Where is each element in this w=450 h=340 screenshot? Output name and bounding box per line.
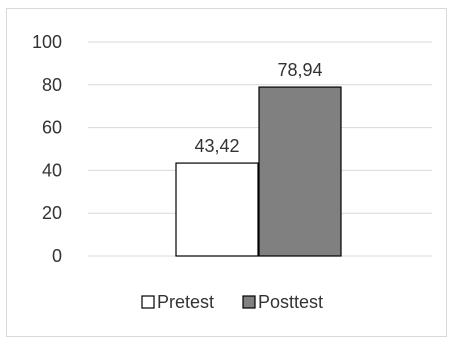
bars bbox=[175, 86, 342, 257]
data-label-posttest: 78,94 bbox=[277, 60, 322, 80]
data-labels: 43,42 78,94 bbox=[194, 60, 322, 156]
y-tick-label: 20 bbox=[42, 203, 62, 223]
y-tick-label: 0 bbox=[52, 246, 62, 266]
y-tick-label: 60 bbox=[42, 118, 62, 138]
bar-posttest bbox=[258, 86, 342, 257]
legend-label-posttest: Posttest bbox=[258, 292, 323, 312]
y-tick-label: 100 bbox=[32, 32, 62, 52]
legend-label-pretest: Pretest bbox=[157, 292, 214, 312]
y-tick-label: 80 bbox=[42, 75, 62, 95]
legend-swatch-pretest bbox=[141, 295, 155, 309]
legend: Pretest Posttest bbox=[141, 292, 323, 312]
y-axis-ticks: 0 20 40 60 80 100 bbox=[32, 32, 62, 266]
bar-pretest bbox=[175, 162, 259, 257]
data-label-pretest: 43,42 bbox=[194, 136, 239, 156]
y-tick-label: 40 bbox=[42, 160, 62, 180]
gridlines bbox=[88, 41, 432, 257]
legend-swatch-posttest bbox=[242, 295, 256, 309]
